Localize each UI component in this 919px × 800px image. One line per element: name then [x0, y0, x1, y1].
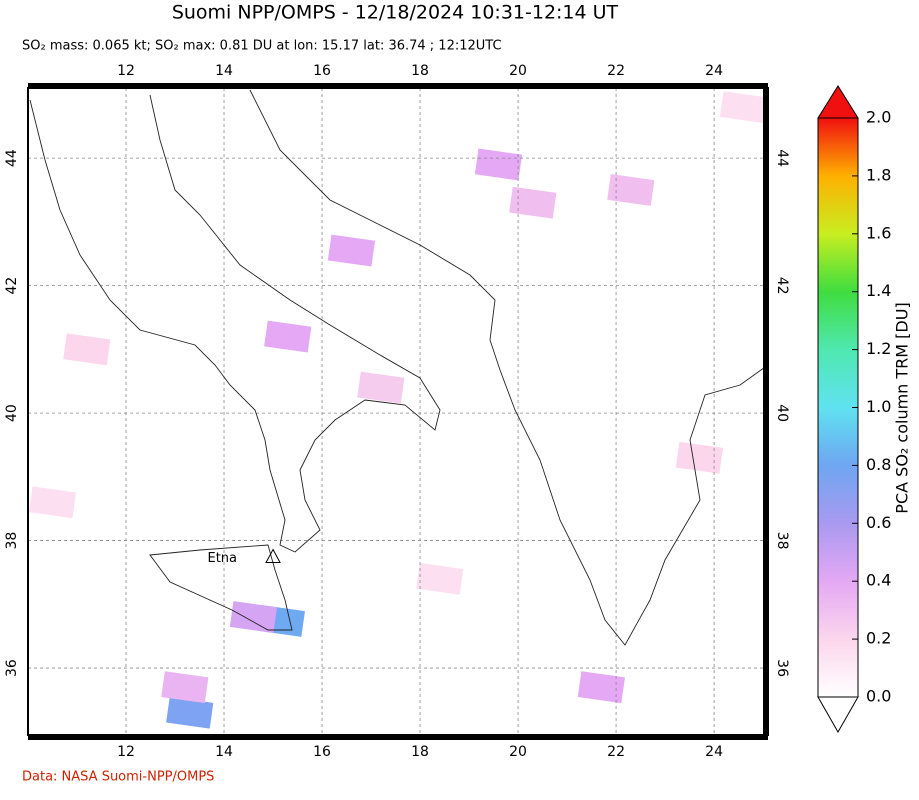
colorbar-tick-label: 0.6	[866, 513, 891, 532]
colorbar-tick-label: 1.4	[866, 281, 891, 300]
y-tick-label: 38	[4, 532, 20, 550]
so2-cell	[264, 320, 312, 353]
subtitle: SO₂ mass: 0.065 kt; SO₂ max: 0.81 DU at …	[22, 39, 502, 54]
colorbar-tick-label: 2.0	[866, 108, 891, 127]
volcano-label: Etna	[208, 551, 238, 566]
colorbar-tick-label: 0.4	[866, 571, 891, 590]
so2-cell	[161, 671, 209, 704]
source: Data: NASA Suomi-NPP/OMPS	[22, 770, 214, 785]
volcano: Etna	[208, 548, 281, 566]
colorbar-tick-label: 1.2	[866, 339, 891, 358]
x-tick-label: 22	[607, 744, 625, 760]
colorbar-ticks: 0.0 0.2 0.4 0.6 0.8 1.0 1.2 1.4 1.6 1.8 2.0	[852, 108, 891, 706]
y-tick-label: 42	[774, 277, 790, 295]
so2-cell	[607, 174, 655, 206]
y-tick-label: 36	[774, 659, 790, 677]
x-tick-label: 24	[705, 744, 723, 760]
colorbar	[817, 117, 859, 698]
balkan-coast	[249, 89, 768, 646]
x-tick-label: 24	[705, 63, 723, 79]
x-tick-label: 18	[411, 744, 429, 760]
so2-cell	[357, 371, 405, 404]
so2-cell	[509, 186, 557, 219]
y-tick-label: 44	[4, 149, 20, 167]
x-tick-label: 14	[215, 744, 233, 760]
so2-cell	[675, 441, 723, 474]
colorbar-label: PCA SO₂ column TRM [DU]	[893, 302, 912, 513]
frame-bar	[763, 88, 768, 735]
colorbar-tick-label: 1.8	[866, 165, 891, 184]
so2-cell	[416, 562, 464, 595]
frame-bar	[28, 83, 768, 88]
x-tick-label: 20	[509, 63, 527, 79]
italy-coast	[29, 94, 441, 553]
coastlines	[29, 89, 768, 646]
colorbar-tick-label: 1.0	[866, 397, 891, 416]
so2-cell	[63, 333, 111, 366]
y-tick-label: 44	[774, 149, 790, 167]
so2-cell	[474, 148, 523, 181]
colorbar-tick-label: 1.6	[866, 223, 891, 242]
colorbar-min-arrow	[817, 696, 859, 734]
sicily-coast	[149, 544, 293, 631]
y-tick-label: 40	[4, 404, 20, 422]
colorbar-tick-label: 0.0	[866, 687, 891, 706]
x-tick-label: 16	[313, 63, 331, 79]
so2-cell	[327, 234, 376, 267]
x-tick-label: 14	[215, 63, 233, 79]
colorbar-tick-label: 0.2	[866, 629, 891, 648]
so2-cells	[28, 91, 768, 729]
title: Suomi NPP/OMPS - 12/18/2024 10:31-12:14 …	[172, 2, 619, 24]
so2-cell	[28, 486, 77, 519]
y-tick-label: 38	[774, 532, 790, 550]
y-tick-label: 36	[4, 659, 20, 677]
x-tick-label: 12	[117, 63, 135, 79]
x-tick-label: 20	[509, 744, 527, 760]
x-tick-label: 22	[607, 63, 625, 79]
volcano-marker	[265, 548, 281, 564]
colorbar-tick-label: 0.8	[866, 455, 891, 474]
y-tick-label: 42	[4, 277, 20, 295]
so2-cell	[719, 91, 768, 124]
x-tick-label: 16	[313, 744, 331, 760]
x-tick-label: 18	[411, 63, 429, 79]
colorbar-max-arrow	[817, 85, 859, 119]
so2-cell	[229, 601, 278, 634]
so2-cell	[166, 696, 214, 729]
axes: 12 12 14 14 16 16 18 18 20 20 22 22 24 24 36 36 38 38 40 40…	[4, 63, 790, 760]
frame-bar	[28, 735, 768, 740]
x-tick-label: 12	[117, 744, 135, 760]
y-tick-label: 40	[774, 404, 790, 422]
so2-cell	[577, 671, 625, 704]
map-background	[28, 88, 768, 735]
